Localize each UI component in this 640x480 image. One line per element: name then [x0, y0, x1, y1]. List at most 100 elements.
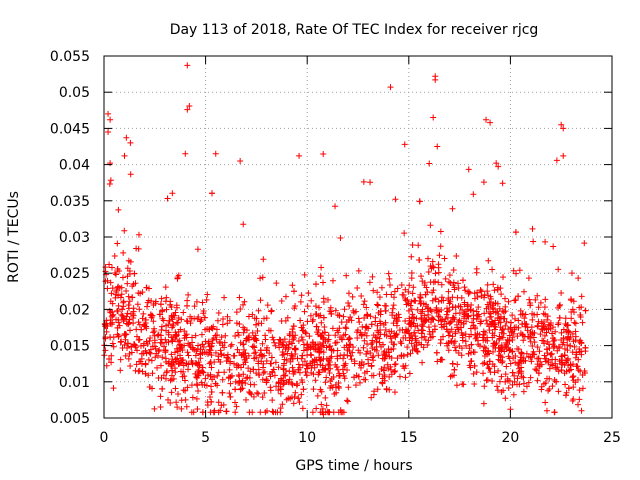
data-point — [484, 281, 491, 288]
data-point — [208, 352, 215, 359]
data-point — [381, 331, 388, 338]
data-point — [135, 289, 142, 296]
data-point — [414, 348, 421, 355]
data-point — [520, 357, 527, 364]
data-point — [257, 275, 264, 282]
data-point — [158, 295, 165, 302]
data-point — [569, 306, 576, 313]
data-point — [435, 298, 442, 305]
data-point — [293, 380, 300, 387]
data-point — [169, 190, 176, 197]
data-point — [194, 246, 201, 253]
data-point — [285, 379, 292, 386]
data-point — [182, 387, 189, 394]
data-point — [186, 102, 193, 109]
data-point — [217, 347, 224, 354]
data-point — [499, 326, 506, 333]
data-point — [346, 335, 353, 342]
data-point — [519, 310, 526, 317]
data-point — [250, 366, 257, 373]
data-point — [405, 307, 412, 314]
data-point — [581, 240, 588, 247]
x-axis-label: GPS time / hours — [295, 458, 412, 474]
data-point — [455, 326, 462, 333]
data-point — [466, 362, 473, 369]
data-point — [200, 307, 207, 314]
data-point — [578, 407, 585, 414]
data-point — [392, 332, 398, 339]
data-point — [131, 270, 138, 277]
data-point — [461, 299, 468, 306]
data-point — [127, 310, 134, 317]
data-point — [136, 306, 143, 313]
data-point — [387, 84, 394, 91]
data-point — [494, 383, 501, 390]
data-point — [115, 333, 122, 340]
data-point — [520, 388, 527, 395]
data-point — [203, 296, 210, 303]
data-point — [201, 349, 208, 356]
data-point — [425, 268, 432, 275]
data-point — [437, 336, 444, 343]
data-point — [332, 307, 339, 314]
data-point — [374, 289, 381, 296]
data-point — [135, 245, 142, 252]
data-point — [270, 409, 277, 416]
data-point — [443, 326, 450, 333]
data-point — [207, 393, 214, 400]
data-point — [127, 362, 134, 369]
data-point — [535, 363, 542, 370]
data-point — [214, 372, 221, 379]
data-point — [406, 282, 413, 289]
data-point — [521, 320, 528, 327]
data-point — [453, 382, 460, 389]
data-point — [539, 320, 546, 327]
data-point — [237, 339, 244, 346]
data-point — [226, 390, 233, 397]
x-tick-label: 10 — [298, 430, 316, 446]
data-point — [328, 353, 335, 360]
data-point — [507, 346, 514, 353]
data-point — [350, 307, 357, 314]
data-point — [576, 345, 583, 352]
data-point — [129, 283, 136, 290]
data-point — [433, 306, 440, 313]
data-point — [335, 379, 342, 386]
data-point — [393, 322, 400, 329]
data-point — [373, 347, 380, 354]
data-point — [335, 409, 342, 416]
data-point — [436, 314, 443, 321]
data-point — [410, 284, 417, 291]
data-point — [481, 383, 488, 390]
data-point — [449, 294, 456, 301]
data-point — [402, 286, 409, 293]
data-point — [499, 334, 506, 341]
data-point — [203, 382, 210, 389]
data-point — [502, 395, 509, 402]
data-point — [251, 344, 258, 351]
data-point — [236, 321, 243, 328]
data-point — [143, 338, 150, 345]
data-point — [514, 362, 521, 369]
data-point — [362, 324, 369, 331]
data-point — [121, 152, 128, 159]
data-point — [353, 329, 360, 336]
data-point — [122, 336, 129, 343]
data-point — [550, 341, 557, 348]
data-point — [300, 322, 307, 329]
data-point — [219, 321, 226, 328]
data-point — [481, 291, 488, 298]
data-point — [268, 354, 275, 361]
data-point — [409, 335, 416, 342]
data-point — [424, 341, 431, 348]
data-point — [242, 380, 249, 387]
data-point — [343, 366, 350, 373]
data-point — [458, 319, 465, 326]
data-point — [142, 323, 149, 330]
data-point — [299, 336, 306, 343]
data-point — [577, 311, 584, 318]
data-point — [505, 385, 512, 392]
data-point — [178, 368, 185, 375]
data-point — [570, 396, 577, 403]
data-point — [175, 314, 182, 321]
